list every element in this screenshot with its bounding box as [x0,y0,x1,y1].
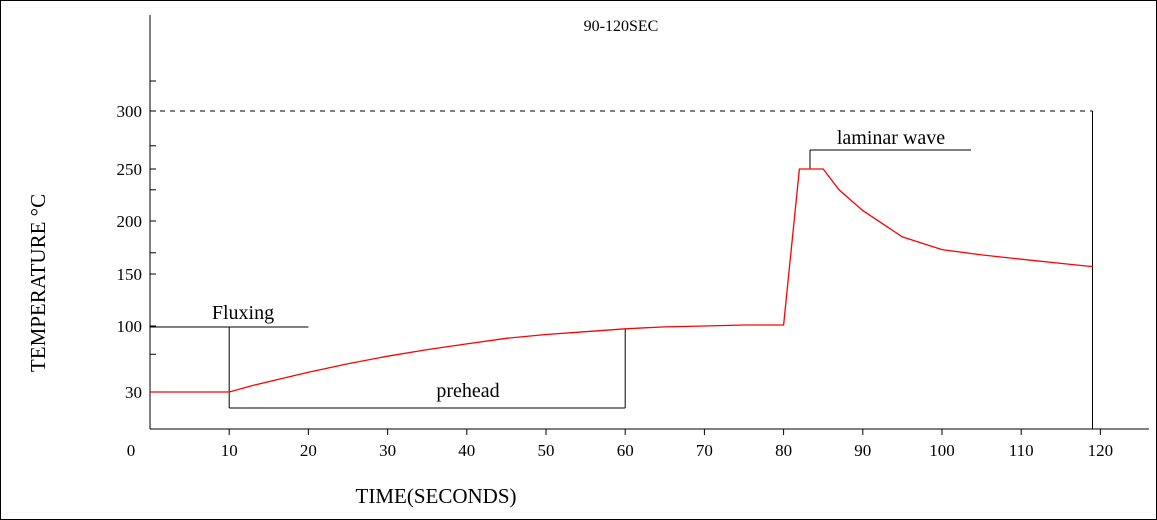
x-axis-title: TIME(SECONDS) [356,484,517,508]
y-tick-label: 150 [117,265,143,284]
fluxing-label: Fluxing [212,302,274,324]
y-tick-label: 300 [117,102,143,121]
x-tick-label: 40 [458,441,475,460]
top-label-90-120sec: 90-120SEC [584,18,659,35]
x-tick-label: 90 [854,441,871,460]
y-tick-label: 100 [117,317,143,336]
prehead-label: prehead [436,380,499,402]
x-tick-label: 50 [538,441,555,460]
x-tick-label: 80 [775,441,792,460]
x-tick-label: 30 [379,441,396,460]
x-tick-label: 120 [1088,441,1114,460]
y-tick-label: 250 [117,160,143,179]
x-tick-label: 100 [929,441,955,460]
x-tick-label: 20 [300,441,317,460]
y-axis-title: TEMPERATURE °C [26,194,50,372]
x-tick-label: 60 [617,441,634,460]
laminar-wave-label: laminar wave [837,127,945,149]
x-tick-label: 0 [127,441,136,460]
y-tick-label: 200 [117,212,143,231]
y-tick-label: 30 [125,383,142,402]
temperature-series-line [150,168,1093,393]
x-tick-label: 70 [696,441,713,460]
x-tick-label: 10 [221,441,238,460]
x-tick-label: 110 [1009,441,1034,460]
